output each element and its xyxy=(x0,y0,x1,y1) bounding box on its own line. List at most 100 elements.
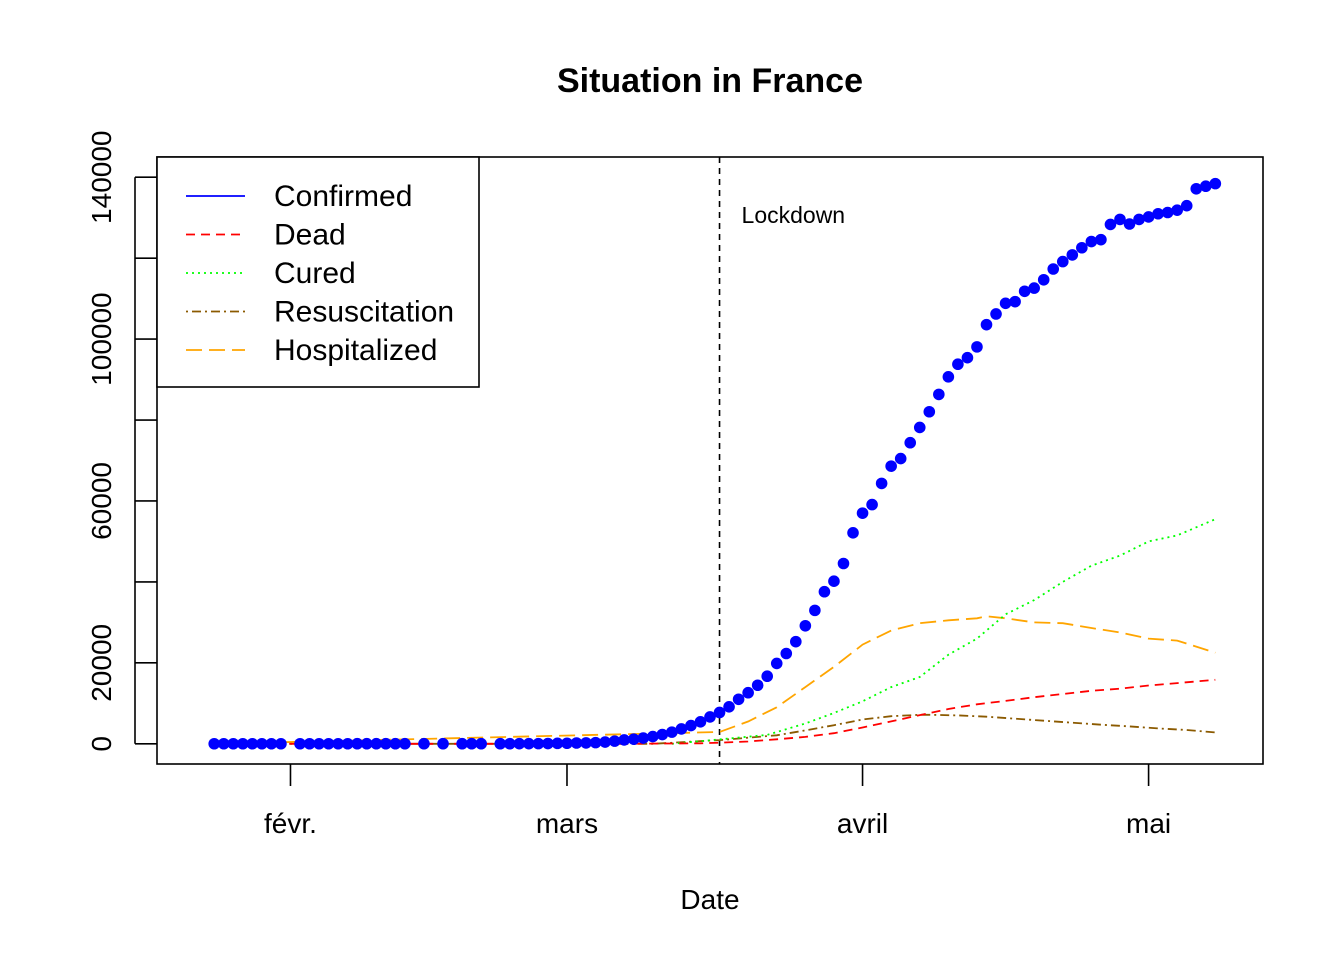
x-axis: févr. mars avril mai xyxy=(264,764,1171,839)
data-point xyxy=(1114,213,1126,226)
data-point xyxy=(313,737,325,750)
data-point xyxy=(475,737,487,750)
x-tick-label: mai xyxy=(1126,808,1171,839)
x-tick-label: avril xyxy=(837,808,888,839)
data-point xyxy=(1142,211,1155,223)
data-point xyxy=(770,657,783,670)
data-point xyxy=(1171,204,1183,216)
data-point xyxy=(618,734,630,746)
data-point xyxy=(1028,282,1040,294)
data-point xyxy=(933,388,945,401)
data-point xyxy=(780,647,793,660)
data-point xyxy=(1066,249,1079,261)
data-point xyxy=(637,732,650,744)
data-point xyxy=(666,726,678,738)
data-point xyxy=(980,318,993,331)
data-point xyxy=(837,557,850,570)
x-tick-label: févr. xyxy=(264,808,317,839)
data-point xyxy=(265,737,278,750)
data-point xyxy=(370,737,383,750)
data-point xyxy=(1076,241,1088,254)
data-point xyxy=(694,716,707,728)
data-point xyxy=(646,730,659,743)
data-point xyxy=(580,737,592,749)
data-point xyxy=(456,737,468,750)
legend-label-hospitalized: Hospitalized xyxy=(274,334,437,367)
legend: Confirmed Dead Cured Resuscitation Hospitali… xyxy=(156,156,480,388)
legend-label-cured: Cured xyxy=(274,257,356,290)
data-point xyxy=(885,460,897,472)
data-point xyxy=(437,737,449,750)
data-point xyxy=(1018,285,1031,298)
data-point xyxy=(685,719,697,732)
data-point xyxy=(542,737,554,750)
data-point xyxy=(275,737,287,750)
series-resuscitation-line xyxy=(214,713,1216,745)
x-axis-label: Date xyxy=(680,884,739,915)
y-axis: 0 20000 60000 100000 140000 xyxy=(86,131,157,752)
data-point xyxy=(341,737,354,750)
data-point xyxy=(1009,295,1021,308)
data-point xyxy=(742,686,754,699)
data-point xyxy=(675,723,688,735)
data-point xyxy=(418,737,430,750)
data-point xyxy=(303,737,316,750)
data-point xyxy=(322,737,335,750)
data-point xyxy=(608,735,621,747)
data-point xyxy=(1190,182,1203,195)
data-point xyxy=(237,737,249,750)
data-point xyxy=(713,706,726,719)
x-tick-label: mars xyxy=(536,808,598,839)
data-point xyxy=(465,737,478,750)
data-point xyxy=(389,737,402,750)
data-point xyxy=(704,711,716,723)
data-point xyxy=(894,452,907,465)
data-point xyxy=(208,737,221,750)
data-point xyxy=(246,737,259,750)
data-point xyxy=(1104,218,1117,231)
data-point xyxy=(627,733,640,746)
data-point xyxy=(523,737,535,750)
data-point xyxy=(561,737,573,750)
data-point xyxy=(294,737,306,750)
series-confirmed xyxy=(208,177,1222,750)
y-tick-label: 140000 xyxy=(86,131,117,224)
data-point xyxy=(1085,235,1098,248)
data-point xyxy=(532,737,545,750)
data-point xyxy=(351,737,364,750)
data-point xyxy=(847,527,859,539)
data-point xyxy=(1180,199,1193,212)
data-point xyxy=(799,619,812,632)
data-point xyxy=(494,737,507,750)
data-point xyxy=(875,477,888,490)
data-point xyxy=(1056,255,1069,268)
data-point xyxy=(380,737,392,750)
y-tick-label: 100000 xyxy=(86,292,117,385)
data-point xyxy=(589,736,602,749)
data-point xyxy=(1209,177,1222,190)
data-point xyxy=(332,737,344,750)
data-point xyxy=(761,670,774,683)
data-point xyxy=(513,737,526,750)
data-point xyxy=(1123,218,1136,230)
data-point xyxy=(1095,233,1107,246)
series-layer xyxy=(208,177,1222,750)
lockdown-marker: Lockdown xyxy=(718,157,845,764)
data-point xyxy=(360,737,373,750)
legend-label-dead: Dead xyxy=(274,219,346,252)
plot-frame xyxy=(156,156,1264,765)
data-point xyxy=(942,371,955,383)
data-point xyxy=(809,604,821,617)
data-point xyxy=(999,297,1012,310)
data-point xyxy=(723,701,735,713)
y-tick-label: 0 xyxy=(86,736,117,752)
y-tick-label: 20000 xyxy=(86,624,117,702)
data-point xyxy=(971,341,983,353)
data-point xyxy=(866,498,878,511)
series-hospitalized-line xyxy=(214,615,1216,745)
data-point xyxy=(990,308,1002,320)
data-point xyxy=(961,351,974,364)
chart-title: Situation in France xyxy=(557,62,863,100)
data-point xyxy=(913,421,926,434)
